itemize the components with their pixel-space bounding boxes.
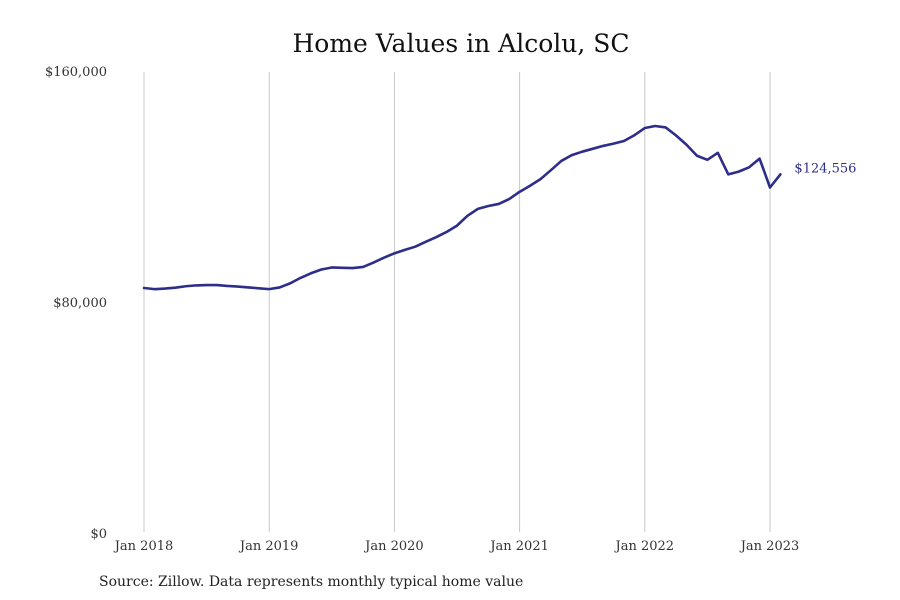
y-tick-label: $160,000 bbox=[45, 65, 107, 80]
y-tick-label: $0 bbox=[90, 527, 107, 542]
y-axis-tick-labels: $0 $80,000 $160,000 bbox=[45, 65, 107, 542]
x-tick-label: Jan 2021 bbox=[488, 539, 549, 554]
y-tick-label: $80,000 bbox=[53, 296, 107, 311]
source-note: Source: Zillow. Data represents monthly … bbox=[99, 574, 523, 590]
x-tick-label: Jan 2023 bbox=[739, 539, 800, 554]
x-tick-label: Jan 2020 bbox=[363, 539, 424, 554]
chart-title: Home Values in Alcolu, SC bbox=[292, 29, 629, 58]
x-axis-tick-labels: Jan 2018 Jan 2019 Jan 2020 Jan 2021 Jan 2022… bbox=[113, 539, 800, 554]
grid-lines bbox=[143, 72, 771, 532]
home-value-line bbox=[142, 124, 782, 291]
x-tick-label: Jan 2018 bbox=[113, 539, 174, 554]
latest-value-label: $124,556 bbox=[794, 161, 856, 176]
x-tick-label: Jan 2022 bbox=[614, 539, 675, 554]
x-tick-label: Jan 2019 bbox=[238, 539, 299, 554]
